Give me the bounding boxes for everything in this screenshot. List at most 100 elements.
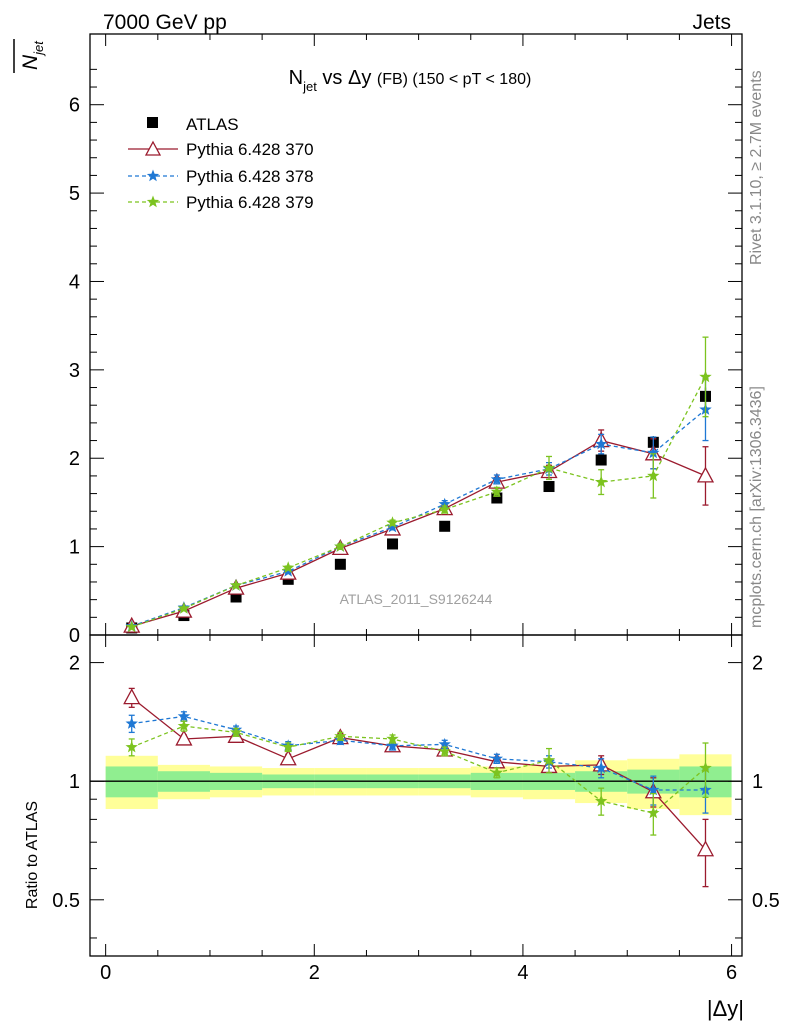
main-ytick-label: 1: [69, 537, 80, 559]
rivet-label: Rivet 3.1.10, ≥ 2.7M events: [748, 70, 765, 265]
legend-label-atlas: ATLAS: [186, 115, 239, 134]
x-tick-label: 4: [517, 962, 528, 984]
main-line-pythia-6-428-379: [131, 376, 707, 628]
main-ytick-label: 6: [69, 95, 80, 117]
main-series-pythia-6-428-379: [125, 336, 712, 633]
ratio-point-pythia-6-428-378: [595, 761, 608, 774]
main-series: [123, 336, 715, 634]
x-tick-label: 6: [726, 962, 737, 984]
x-tick-label: 2: [309, 962, 320, 984]
ratio-plot-frame: [89, 634, 743, 957]
main-point-pythia-6-428-379: [282, 561, 295, 574]
analysis-watermark: ATLAS_2011_S9126244: [340, 591, 493, 607]
plot-title-sub: jet: [302, 79, 317, 94]
ratio-line-pythia-6-428-378: [131, 715, 706, 791]
main-point-pythia-6-428-370: [696, 466, 715, 483]
main-point-pythia-6-428-378: [386, 520, 399, 533]
legend-entry-378: Pythia 6.428 378: [128, 167, 314, 186]
ratio-point-pythia-6-428-379: [438, 744, 451, 757]
plot-title-mid: vs Δy: [317, 67, 377, 89]
ratio-point-pythia-6-428-379: [334, 729, 347, 742]
main-ylabel-sub: jet: [31, 40, 46, 57]
ratio-band-inner-0: [105, 766, 158, 798]
main-point-atlas: [543, 481, 555, 493]
main-point-pythia-6-428-379: [125, 620, 138, 633]
main-point-pythia-6-428-379: [490, 485, 503, 498]
main-ytick-label: 0: [69, 625, 80, 647]
mcplots-label: mcplots.cern.ch [arXiv:1306.3436]: [748, 386, 765, 628]
ratio-point-pythia-6-428-378: [438, 737, 451, 750]
ratio-point-pythia-6-428-378: [386, 739, 399, 751]
ratio-ytick-label: 0.5: [52, 890, 80, 912]
main-point-pythia-6-428-379: [542, 461, 556, 474]
main-point-pythia-6-428-378: [595, 437, 608, 450]
ratio-ytick-label: 1: [69, 771, 80, 793]
main-line-pythia-6-428-378: [131, 409, 706, 627]
ratio-point-pythia-6-428-379: [647, 806, 660, 819]
x-tick-label: 0: [100, 962, 111, 984]
main-point-pythia-6-428-379: [177, 602, 191, 614]
ratio-point-pythia-6-428-379: [229, 725, 243, 738]
main-point-pythia-6-428-378: [490, 472, 503, 485]
ratio-point-pythia-6-428-379: [177, 719, 191, 732]
ratio-ytick-label-right: 0.5: [752, 890, 780, 912]
legend-entry-atlas: ATLAS: [147, 115, 239, 134]
main-line-pythia-6-428-370: [131, 439, 706, 627]
legend-marker-atlas: [147, 117, 158, 128]
legend-label-370: Pythia 6.428 370: [186, 140, 314, 159]
main-ytick-label: 2: [69, 448, 80, 470]
header-collision: 7000 GeV pp: [103, 11, 227, 34]
ratio-line-pythia-6-428-379: [131, 725, 706, 814]
ratio-series-pythia-6-428-379: [125, 719, 712, 836]
ratio-point-pythia-6-428-370: [123, 688, 141, 705]
main-point-atlas: [491, 492, 503, 504]
legend-marker-370: [144, 140, 162, 156]
ratio-point-pythia-6-428-370: [696, 840, 715, 857]
ratio-point-pythia-6-428-370: [279, 749, 297, 766]
ratio-point-pythia-6-428-379: [490, 766, 503, 779]
ratio-series: [123, 687, 715, 888]
main-point-pythia-6-428-379: [647, 469, 660, 482]
main-point-atlas: [439, 520, 451, 532]
main-point-pythia-6-428-378: [647, 446, 660, 459]
plot-title: Njet vs Δy (FB) (150 < pT < 180): [289, 67, 532, 94]
legend-marker-378: [146, 169, 160, 182]
ratio-point-pythia-6-428-379: [386, 732, 399, 745]
main-point-pythia-6-428-379: [229, 579, 243, 591]
ratio-point-pythia-6-428-379: [699, 761, 712, 774]
ratio-point-pythia-6-428-378: [647, 783, 660, 796]
main-point-atlas: [595, 454, 607, 466]
ratio-point-pythia-6-428-378: [177, 709, 191, 722]
main-ytick-label: 5: [69, 183, 80, 205]
main-point-pythia-6-428-379: [699, 370, 712, 383]
ratio-ytick-label-right: 2: [752, 653, 763, 675]
ratio-ylabel: Ratio to ATLAS: [24, 801, 41, 909]
ratio-point-pythia-6-428-379: [282, 740, 295, 753]
ratio-point-pythia-6-428-378: [490, 752, 503, 764]
main-ylabel: Njet: [13, 39, 46, 73]
main-point-pythia-6-428-379: [438, 503, 451, 515]
main-point-pythia-6-428-378: [282, 564, 295, 577]
ratio-point-pythia-6-428-379: [125, 740, 138, 753]
legend-entry-379: Pythia 6.428 379: [128, 193, 314, 212]
main-point-atlas: [230, 591, 242, 603]
ratio-ytick-label-right: 1: [752, 771, 763, 793]
ratio-axes: 0 2 4 6 0.5 0.5 1 1 2 2: [52, 635, 780, 984]
ratio-point-pythia-6-428-379: [595, 794, 608, 807]
legend-label-378: Pythia 6.428 378: [186, 167, 314, 186]
header-process: Jets: [692, 11, 731, 34]
ratio-point-pythia-6-428-370: [175, 729, 193, 746]
x-axis-label: |Δy|: [707, 996, 744, 1021]
main-ylabel-text: Njet: [19, 40, 46, 70]
main-point-pythia-6-428-379: [386, 516, 399, 528]
main-point-atlas: [334, 558, 346, 570]
main-ytick-label: 3: [69, 360, 80, 382]
ratio-line-pythia-6-428-370: [131, 697, 706, 851]
legend: ATLAS Pythia 6.428 370 Pythia 6.428 378 …: [128, 115, 314, 212]
ratio-point-pythia-6-428-378: [125, 717, 138, 729]
legend-entry-370: Pythia 6.428 370: [128, 140, 314, 159]
main-point-pythia-6-428-379: [334, 540, 347, 552]
ratio-bands: [90, 754, 742, 816]
ratio-ytick-label: 2: [69, 653, 80, 675]
